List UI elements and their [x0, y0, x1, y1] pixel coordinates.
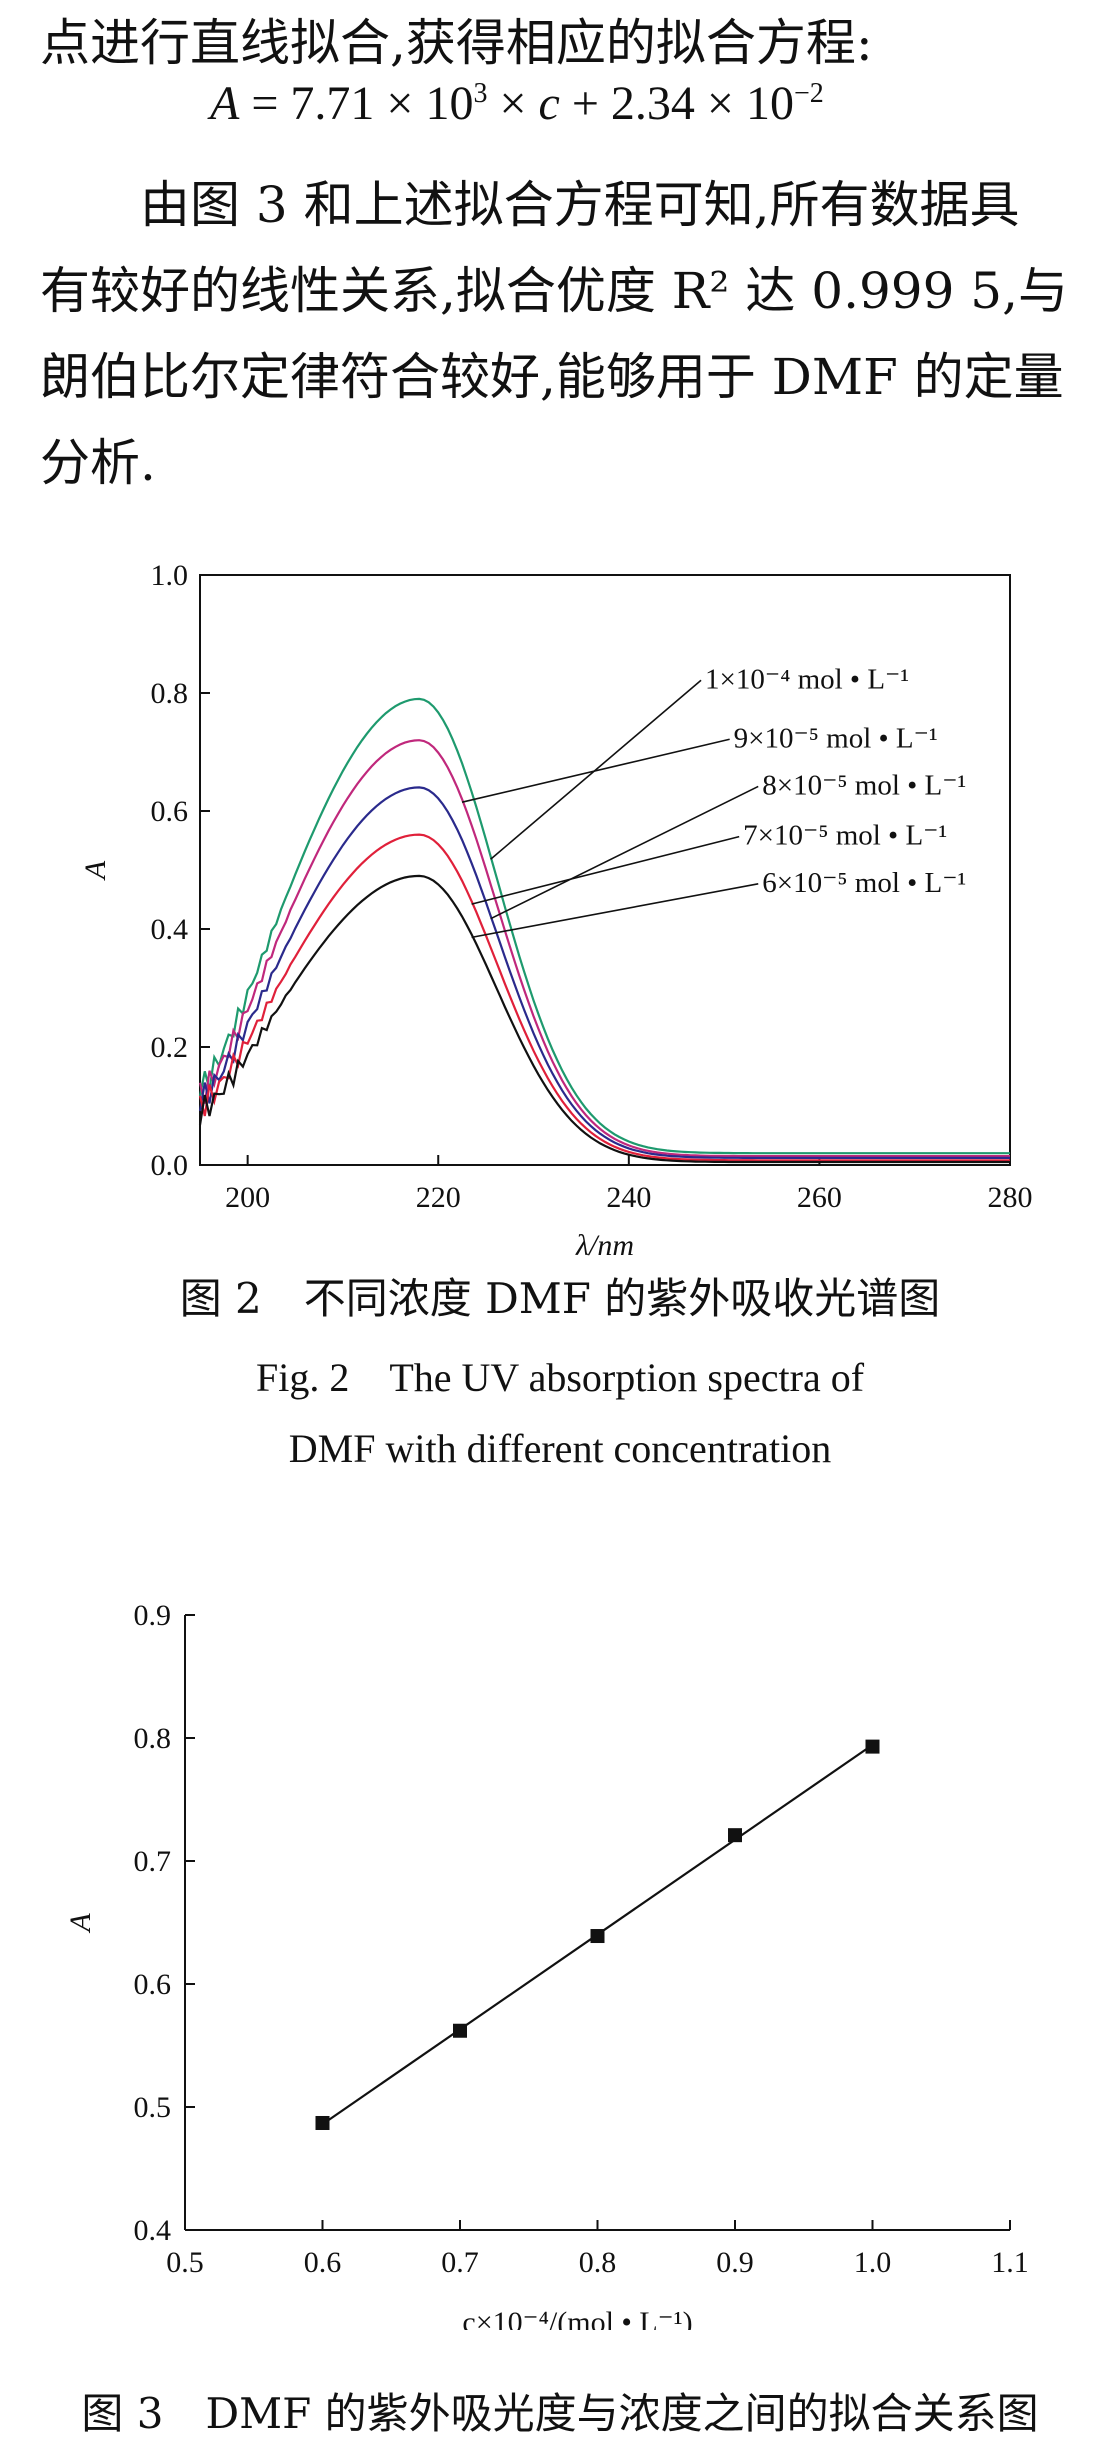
x-tick-label: 0.6 — [304, 2246, 342, 2279]
uv-spectra-chart: 200 220 240 260 280 0.0 0.2 0.4 0.6 0.8 1.0 λ/nm A 1×… — [79, 559, 1033, 1260]
paragraph-line-5: 分析. — [40, 434, 156, 492]
y-axis-label: A — [64, 1913, 97, 1934]
series-label: 9×10⁻⁵ mol • L⁻¹ — [734, 722, 938, 754]
figure2-caption-en-2: DMF with different concentration — [288, 1426, 832, 1471]
y-tick-label: 0.4 — [151, 913, 189, 946]
series-label: 7×10⁻⁵ mol • L⁻¹ — [743, 820, 947, 852]
series-label-leader — [471, 835, 740, 905]
spectrum-series-line — [198, 739, 1010, 1158]
series-label-leader — [490, 679, 702, 860]
y-tick-label: 0.4 — [134, 2214, 172, 2247]
data-point — [728, 1828, 742, 1843]
data-point — [590, 1929, 605, 1944]
spectrum-series-line — [198, 697, 1010, 1155]
spectrum-series-line — [198, 786, 1010, 1159]
figure2-caption-zh: 图 2 不同浓度 DMF 的紫外吸收光谱图 — [179, 1274, 941, 1323]
y-tick-label: 0.2 — [151, 1031, 189, 1064]
x-tick-label: 0.9 — [716, 2246, 754, 2279]
series-label-leader — [490, 785, 759, 920]
y-axis-label: A — [79, 860, 112, 881]
series-label-leader — [461, 738, 730, 803]
data-point — [315, 2115, 330, 2130]
fit-equation: A = 7.71 × 103 × c + 2.34 × 10−2 — [210, 77, 824, 130]
series-label-leader — [471, 883, 759, 939]
spectrum-series-line — [198, 874, 1010, 1164]
y-tick-label: 0.6 — [134, 1968, 172, 2001]
paragraph-line-2: 由图 3 和上述拟合方程可知,所有数据具 — [40, 176, 1020, 234]
paragraph-line-3: 有较好的线性关系,拟合优度 R² 达 0.999 5,与 — [40, 262, 1069, 320]
spectrum-series-line — [198, 833, 1010, 1162]
plot-frame — [199, 574, 1011, 1166]
y-tick-label: 0.9 — [134, 1599, 172, 1632]
figure2-caption-en-1: Fig. 2 The UV absorption spectra of — [255, 1355, 865, 1400]
y-tick-label: 0.8 — [134, 1722, 172, 1755]
x-tick-label: 200 — [225, 1181, 270, 1214]
data-point — [453, 2023, 467, 2038]
series-label: 6×10⁻⁵ mol • L⁻¹ — [762, 867, 966, 899]
x-tick-label: 0.8 — [579, 2246, 617, 2279]
series-label: 1×10⁻⁴ mol • L⁻¹ — [705, 663, 909, 695]
figure3-caption-zh: 图 3 DMF 的紫外吸光度与浓度之间的拟合关系图 — [81, 2389, 1039, 2438]
y-tick-label: 0.5 — [134, 2091, 172, 2124]
y-tick-label: 0.7 — [134, 1845, 172, 1878]
y-tick-label: 0.6 — [151, 795, 189, 828]
x-tick-label: 0.5 — [166, 2246, 204, 2279]
paragraph-line-1: 点进行直线拟合,获得相应的拟合方程: — [40, 14, 873, 72]
x-tick-label: 260 — [797, 1181, 842, 1214]
series-label: 8×10⁻⁵ mol • L⁻¹ — [762, 769, 966, 801]
x-axis-label: λ/nm — [575, 1229, 634, 1260]
x-tick-label: 220 — [416, 1181, 461, 1214]
y-tick-label: 0.8 — [151, 677, 189, 710]
y-tick-label: 0.0 — [151, 1149, 189, 1182]
x-tick-label: 240 — [606, 1181, 651, 1214]
x-tick-label: 1.0 — [854, 2246, 892, 2279]
x-tick-label: 0.7 — [441, 2246, 479, 2279]
y-tick-label: 1.0 — [151, 559, 189, 592]
x-tick-label: 280 — [988, 1181, 1033, 1214]
paragraph-line-4: 朗伯比尔定律符合较好,能够用于 DMF 的定量 — [40, 348, 1064, 406]
x-tick-label: 1.1 — [991, 2246, 1029, 2279]
data-point — [865, 1739, 880, 1754]
x-axis-label: c×10⁻⁴/(mol • L⁻¹) — [462, 2306, 692, 2330]
fit-relation-chart: 0.5 0.6 0.7 0.8 0.9 1.0 1.10.40.50.60.70.80.9c… — [64, 1599, 1029, 2330]
